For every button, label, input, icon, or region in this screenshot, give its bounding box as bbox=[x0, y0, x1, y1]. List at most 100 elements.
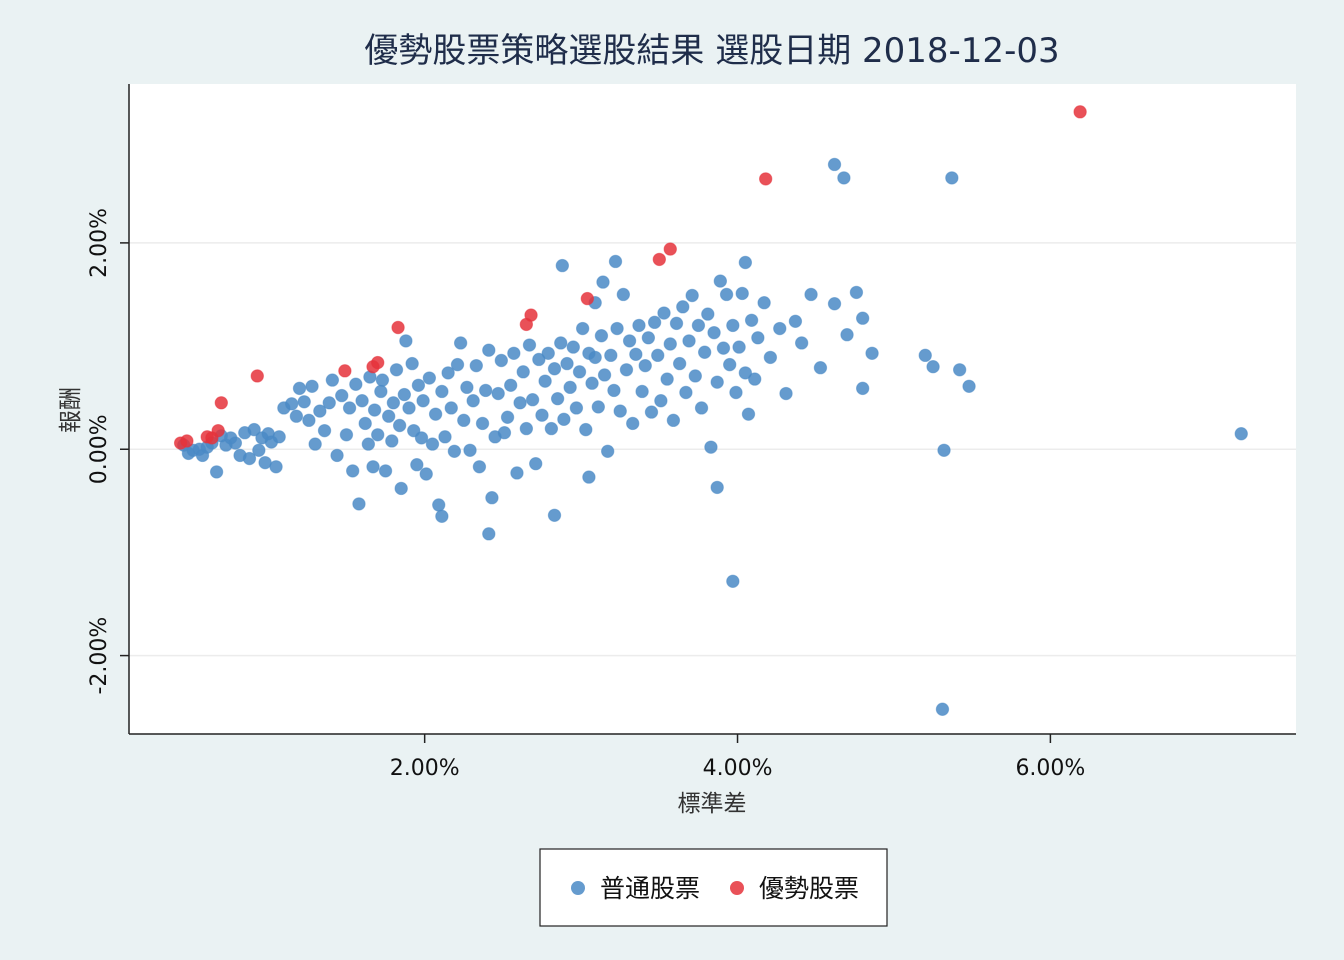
normal-stock-point bbox=[358, 416, 372, 431]
advantage-stock-point bbox=[211, 423, 225, 438]
normal-stock-point bbox=[597, 368, 612, 382]
normal-stock-point bbox=[629, 347, 643, 362]
normal-stock-point bbox=[389, 363, 404, 377]
advantage-stock-point bbox=[758, 172, 773, 186]
normal-stock-point bbox=[779, 386, 793, 401]
normal-stock-point bbox=[325, 373, 340, 387]
normal-stock-point bbox=[763, 350, 778, 365]
normal-stock-point bbox=[313, 404, 327, 418]
normal-stock-point bbox=[367, 403, 382, 417]
normal-stock-point bbox=[855, 311, 870, 325]
advantage-stock-point bbox=[1073, 105, 1087, 119]
normal-stock-point bbox=[644, 405, 659, 419]
normal-stock-point bbox=[738, 366, 753, 380]
normal-stock-point bbox=[497, 426, 512, 440]
normal-stock-point bbox=[247, 422, 261, 437]
advantage-stock-point bbox=[524, 308, 538, 322]
normal-stock-point bbox=[657, 306, 671, 320]
normal-stock-point bbox=[751, 331, 765, 345]
normal-stock-point bbox=[519, 421, 534, 436]
normal-stock-point bbox=[952, 363, 967, 377]
advantage-stock-point bbox=[214, 396, 228, 410]
normal-stock-point bbox=[672, 356, 687, 371]
normal-stock-point bbox=[748, 372, 762, 386]
normal-stock-point bbox=[535, 408, 549, 422]
normal-stock-point bbox=[635, 384, 649, 399]
normal-stock-point bbox=[475, 416, 490, 431]
normal-stock-point bbox=[1234, 427, 1248, 441]
legend-label-normal: 普通股票 bbox=[600, 874, 700, 903]
advantage-stock-point bbox=[663, 242, 677, 256]
normal-stock-point bbox=[228, 436, 243, 450]
normal-stock-point bbox=[555, 258, 570, 273]
y-tick-label: -2.00% bbox=[87, 617, 112, 695]
normal-stock-point bbox=[529, 456, 543, 471]
normal-stock-point bbox=[272, 430, 286, 444]
advantage-stock-point bbox=[391, 320, 405, 335]
normal-stock-point bbox=[538, 374, 552, 388]
normal-stock-point bbox=[335, 388, 349, 403]
normal-stock-point bbox=[482, 343, 496, 357]
normal-stock-point bbox=[352, 497, 366, 511]
normal-stock-point bbox=[557, 412, 571, 427]
normal-stock-point bbox=[937, 443, 951, 457]
normal-stock-point bbox=[716, 341, 731, 355]
normal-stock-point bbox=[457, 413, 471, 428]
normal-stock-point bbox=[613, 404, 627, 418]
normal-stock-point bbox=[926, 359, 940, 374]
normal-stock-point bbox=[619, 363, 634, 377]
advantage-stock-point bbox=[652, 252, 667, 267]
normal-stock-point bbox=[855, 381, 870, 396]
normal-stock-point bbox=[297, 395, 311, 409]
normal-stock-point bbox=[607, 383, 621, 398]
normal-stock-point bbox=[697, 345, 712, 359]
normal-stock-point bbox=[676, 300, 690, 314]
normal-stock-point bbox=[444, 401, 458, 415]
normal-stock-point bbox=[513, 396, 527, 410]
x-tick-label: 4.00% bbox=[703, 756, 773, 781]
normal-stock-point bbox=[342, 401, 357, 415]
normal-stock-point bbox=[660, 372, 674, 386]
legend: 普通股票 優勢股票 bbox=[539, 848, 888, 927]
normal-stock-point bbox=[550, 391, 565, 406]
normal-stock-point bbox=[563, 380, 577, 395]
normal-stock-point bbox=[242, 451, 257, 466]
normal-stock-point bbox=[317, 423, 332, 438]
normal-stock-point bbox=[572, 365, 587, 379]
normal-stock-point bbox=[865, 346, 879, 360]
normal-stock-point bbox=[688, 369, 702, 383]
normal-stock-point bbox=[726, 574, 740, 589]
normal-stock-point bbox=[837, 171, 851, 185]
normal-stock-point bbox=[666, 413, 681, 428]
normal-stock-point bbox=[579, 422, 593, 437]
normal-stock-point bbox=[453, 336, 468, 350]
normal-stock-point bbox=[410, 458, 424, 472]
normal-stock-point bbox=[704, 440, 718, 454]
normal-stock-point bbox=[500, 410, 515, 424]
normal-stock-point bbox=[385, 434, 399, 448]
normal-stock-point bbox=[669, 316, 684, 331]
normal-stock-point bbox=[269, 460, 283, 474]
normal-stock-point bbox=[591, 400, 606, 414]
normal-stock-point bbox=[566, 340, 580, 354]
y-axis-label: 報酬 bbox=[58, 387, 84, 433]
normal-stock-point bbox=[585, 376, 599, 390]
normal-stock-point bbox=[638, 358, 652, 373]
normal-stock-point bbox=[569, 401, 584, 415]
normal-stock-point bbox=[507, 346, 521, 360]
normal-stock-point bbox=[560, 356, 574, 371]
normal-stock-point bbox=[435, 384, 449, 399]
normal-stock-point bbox=[305, 379, 319, 394]
x-axis-label: 標準差 bbox=[678, 791, 747, 817]
normal-stock-point bbox=[651, 348, 665, 363]
normal-stock-point bbox=[366, 460, 380, 474]
normal-stock-point bbox=[575, 321, 590, 336]
normal-stock-point bbox=[414, 431, 429, 445]
normal-stock-point bbox=[918, 348, 932, 363]
normal-stock-point bbox=[428, 407, 443, 421]
normal-stock-point bbox=[349, 377, 363, 391]
chart-title: 優勢股票策略選股結果 選股日期 2018-12-03 bbox=[364, 31, 1059, 71]
legend-label-advantage: 優勢股票 bbox=[759, 874, 859, 903]
normal-stock-point bbox=[375, 373, 390, 387]
normal-stock-point bbox=[355, 394, 369, 408]
